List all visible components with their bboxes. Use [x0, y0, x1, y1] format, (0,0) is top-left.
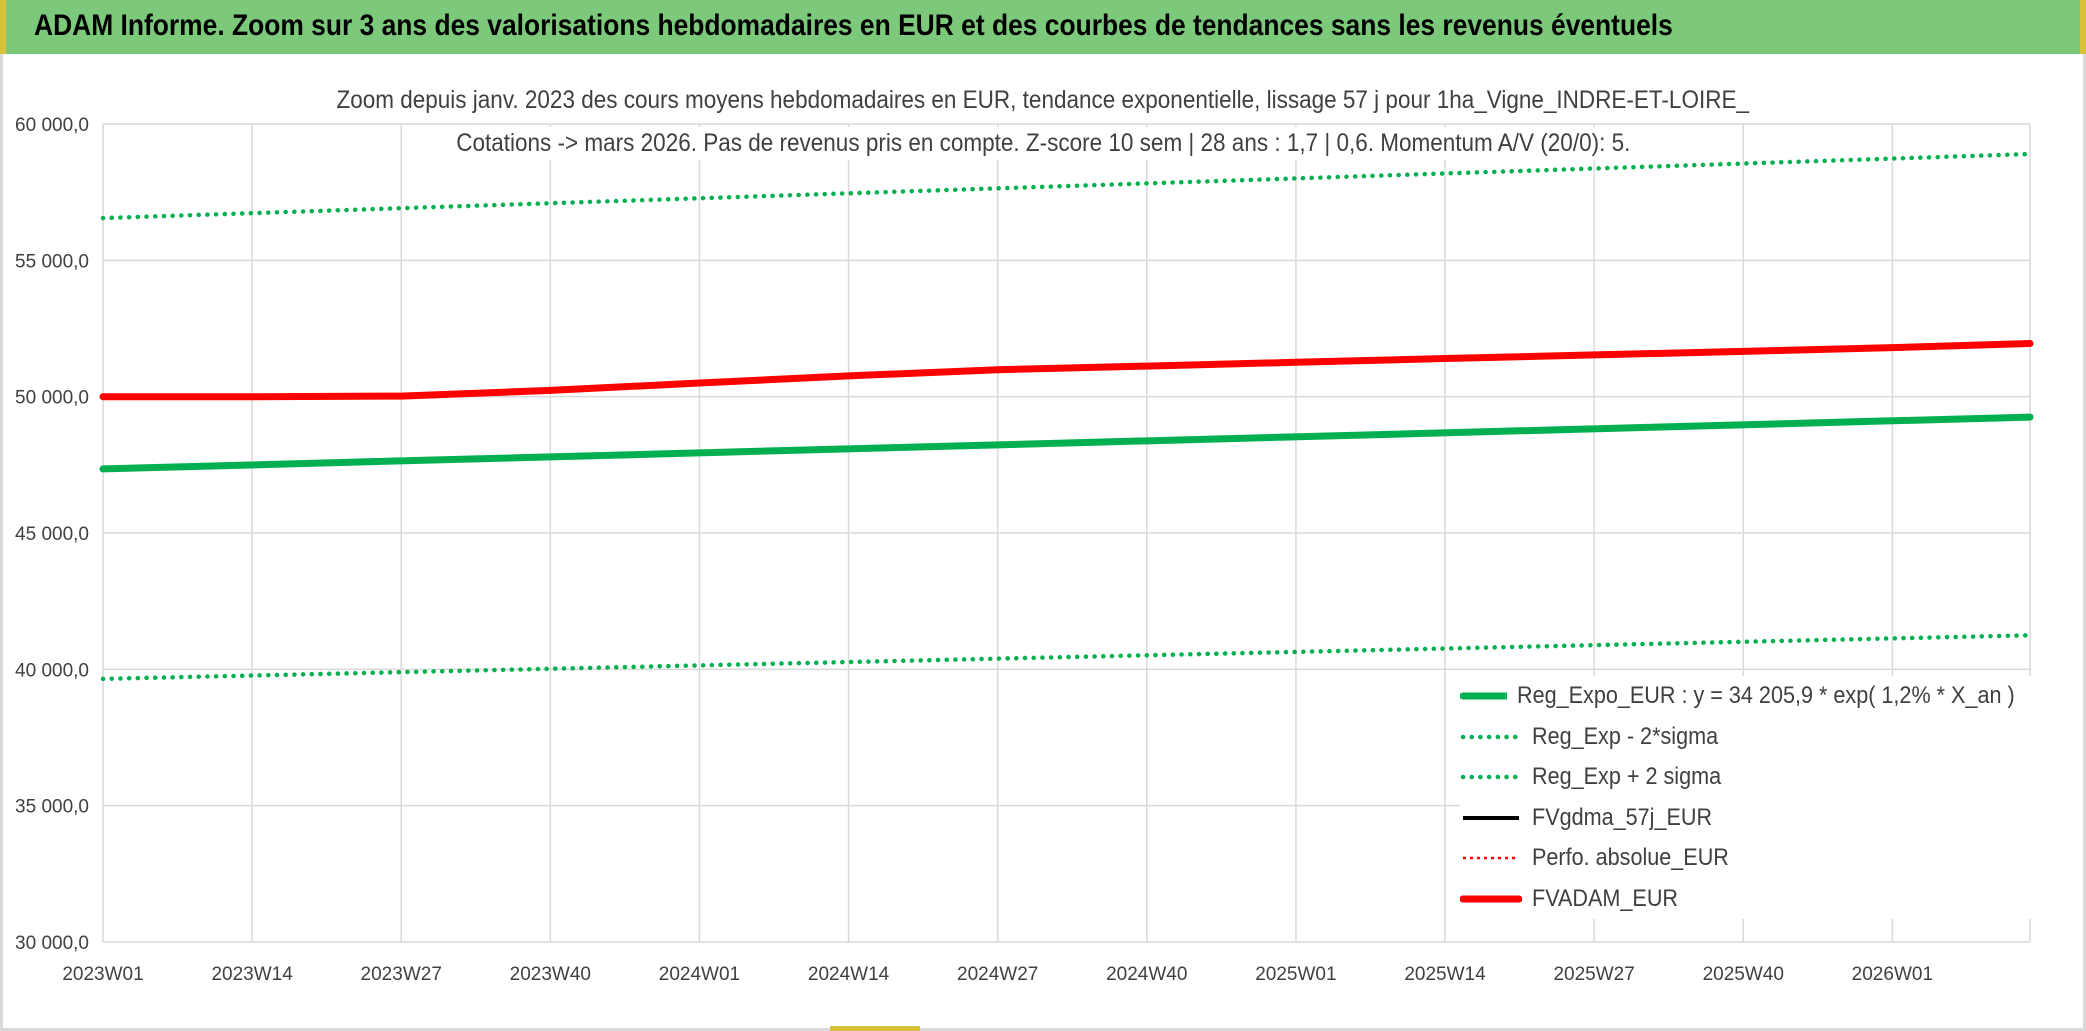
x-tick-label: 2023W27 [361, 964, 442, 985]
series-line-1 [100, 633, 2033, 682]
y-tick-label: 60 000,0 [15, 115, 89, 136]
bottom-edge-mark [830, 1026, 920, 1031]
x-tick-label: 2023W40 [510, 964, 591, 985]
legend-swatch [1460, 775, 1522, 780]
legend-label: Reg_Expo_EUR : y = 34 205,9 * exp( 1,2% … [1517, 682, 2015, 710]
x-tick-label: 2025W01 [1255, 964, 1336, 985]
legend-swatch [1463, 815, 1519, 820]
y-tick-label: 35 000,0 [15, 797, 89, 818]
x-tick-label: 2024W14 [808, 964, 890, 985]
x-tick-label: 2024W40 [1106, 964, 1187, 985]
y-tick-label: 30 000,0 [15, 933, 89, 954]
x-tick-label: 2023W14 [211, 964, 293, 985]
legend-item: FVADAM_EUR [1460, 879, 2070, 920]
chart-title-line-2-text: Cotations -> mars 2026. Pas de revenus p… [448, 127, 1638, 160]
banner-title: ADAM Informe. Zoom sur 3 ans des valoris… [34, 9, 1673, 42]
x-tick-label: 2025W40 [1703, 964, 1784, 985]
legend-swatch [1460, 692, 1507, 700]
y-tick-label: 55 000,0 [15, 251, 89, 272]
legend-label: Perfo. absolue_EUR [1532, 844, 1729, 872]
x-tick-label: 2024W27 [957, 964, 1038, 985]
chart-title-line-1-text: Zoom depuis janv. 2023 des cours moyens … [329, 84, 1757, 117]
x-tick-label: 2024W01 [659, 964, 740, 985]
x-tick-label: 2026W01 [1852, 964, 1933, 985]
x-tick-label: 2025W27 [1553, 964, 1634, 985]
chart-legend: Reg_Expo_EUR : y = 34 205,9 * exp( 1,2% … [1460, 676, 2070, 919]
legend-swatch [1463, 857, 1519, 860]
legend-swatch [1460, 734, 1522, 739]
y-tick-label: 45 000,0 [15, 524, 89, 545]
series-line-0 [99, 413, 2034, 473]
legend-item: FVgdma_57j_EUR [1460, 798, 2070, 839]
legend-swatch [1460, 895, 1522, 903]
legend-item: Reg_Exp - 2*sigma [1460, 717, 2070, 758]
series-line-5 [99, 340, 2034, 401]
legend-label: Reg_Exp + 2 sigma [1532, 763, 1722, 791]
y-tick-label: 40 000,0 [15, 660, 89, 681]
series-line-2 [100, 151, 2033, 221]
legend-label: FVADAM_EUR [1532, 884, 1679, 912]
legend-label: FVgdma_57j_EUR [1532, 803, 1713, 831]
banner: ADAM Informe. Zoom sur 3 ans des valoris… [0, 0, 2086, 54]
x-tick-label: 2023W01 [62, 964, 143, 985]
chart-title-line-1: Zoom depuis janv. 2023 des cours moyens … [0, 84, 2086, 117]
legend-item: Reg_Expo_EUR : y = 34 205,9 * exp( 1,2% … [1460, 676, 2070, 717]
x-tick-label: 2025W14 [1404, 964, 1486, 985]
legend-label: Reg_Exp - 2*sigma [1532, 722, 1719, 750]
legend-item: Perfo. absolue_EUR [1460, 838, 2070, 879]
chart-title-line-2: Cotations -> mars 2026. Pas de revenus p… [0, 127, 2086, 160]
legend-item: Reg_Exp + 2 sigma [1460, 757, 2070, 798]
y-tick-label: 50 000,0 [15, 388, 89, 409]
